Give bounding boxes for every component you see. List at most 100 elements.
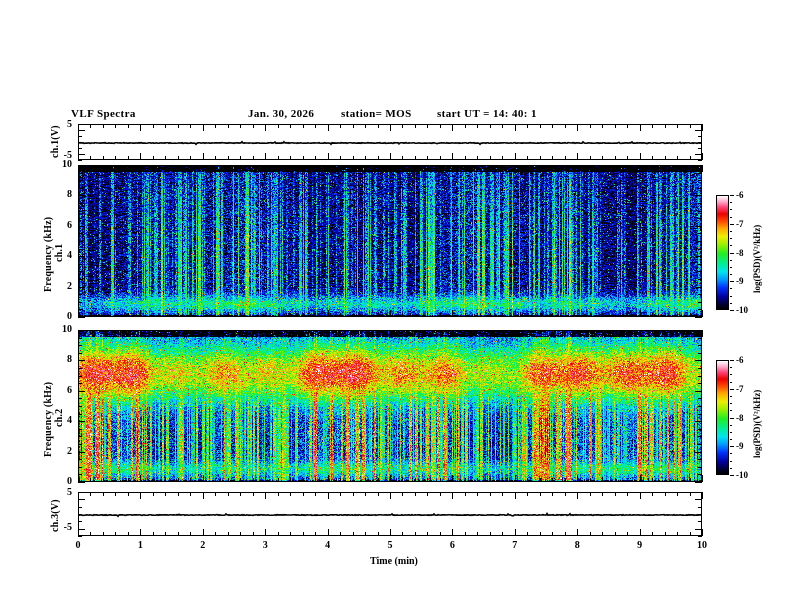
xtick-mark: [502, 492, 503, 496]
xtick-mark: [515, 153, 516, 160]
ytick-mark: [78, 130, 85, 131]
xtick-mark: [527, 165, 528, 169]
xtick-mark: [652, 330, 653, 334]
xtick-mark: [340, 124, 341, 128]
xtick-mark: [303, 156, 304, 160]
xtick-mark: [565, 124, 566, 128]
xtick-mark: [153, 165, 154, 169]
xtick-mark: [565, 330, 566, 334]
xtick-mark: [78, 153, 79, 160]
xtick-mark: [340, 532, 341, 536]
xtick-mark: [128, 156, 129, 160]
ytick-mark: [78, 536, 82, 537]
xtick-mark: [602, 124, 603, 128]
colorbar-minor-tick-ch1: [730, 260, 732, 261]
ytick-mark: [78, 467, 82, 468]
xtick-mark: [315, 124, 316, 128]
ylabel-ch1-freq-line1: ch.1: [54, 243, 65, 262]
xtick-mark: [465, 156, 466, 160]
xtick-mark: [290, 492, 291, 496]
xtick-mark: [253, 330, 254, 334]
ytick-mark: [78, 368, 82, 369]
xtick-mark: [240, 330, 241, 334]
xtick-mark: [590, 478, 591, 482]
xtick-mark: [440, 124, 441, 128]
xtick-mark: [240, 156, 241, 160]
xtick-mark: [328, 475, 329, 482]
colorbar-ch2-label: log(PSD)(V²/kHz): [752, 389, 762, 458]
xtick-mark: [265, 492, 266, 499]
xtick-mark: [290, 478, 291, 482]
xtick-mark: [190, 124, 191, 128]
ytick-label-ch1-spectrogram-4: 4: [67, 250, 72, 262]
xtick-mark: [577, 165, 578, 172]
ytick-mark: [78, 459, 82, 460]
ytick-ch3-wave-m5: -5: [63, 522, 72, 533]
ytick-label-ch2-spectrogram-6: 6: [67, 384, 72, 396]
xtick-mark: [502, 124, 503, 128]
xtick-mark: [378, 478, 379, 482]
xtick-mark: [477, 165, 478, 169]
ytick-label-ch2-spectrogram-10: 10: [62, 324, 72, 335]
ytick-mark: [698, 233, 702, 234]
xtick-mark: [203, 475, 204, 482]
xtick-mark: [115, 124, 116, 128]
xtick-mark: [215, 330, 216, 334]
ytick-mark: [695, 482, 702, 483]
ytick-mark: [698, 338, 702, 339]
xtick-mark: [190, 330, 191, 334]
xtick-mark: [278, 330, 279, 334]
xtick-mark: [390, 124, 391, 131]
xtick-mark: [652, 313, 653, 317]
xtick-mark: [303, 124, 304, 128]
xtick-mark: [178, 156, 179, 160]
ytick-mark: [78, 444, 82, 445]
colorbar-ticklabel-ch2--7: -7: [736, 383, 744, 394]
ytick-mark: [695, 287, 702, 288]
ytick-mark: [78, 507, 82, 508]
xtick-mark: [502, 330, 503, 334]
xtick-mark: [502, 165, 503, 169]
xtick-mark: [527, 330, 528, 334]
ytick-mark: [78, 241, 82, 242]
xtick-mark: [315, 532, 316, 536]
xtick-mark: [378, 313, 379, 317]
ytick-mark: [78, 317, 85, 318]
xtick-mark: [677, 492, 678, 496]
xtick-mark: [590, 124, 591, 128]
xtick-mark: [565, 478, 566, 482]
xtick-mark: [365, 330, 366, 334]
colorbar-minor-tick-ch1: [730, 217, 732, 218]
xtick-mark: [353, 165, 354, 169]
xtick-mark: [178, 330, 179, 334]
ytick-mark: [78, 142, 82, 143]
xtick-mark: [652, 165, 653, 169]
xtick-mark: [690, 492, 691, 496]
colorbar-minor-tick-ch2: [730, 432, 732, 433]
xtick-mark: [602, 156, 603, 160]
xtick-mark: [465, 165, 466, 169]
ytick-mark: [698, 241, 702, 242]
xtick-mark: [178, 165, 179, 169]
figure-title: VLF Spectra: [71, 108, 136, 120]
xtick-mark: [552, 532, 553, 536]
xtick-mark: [402, 156, 403, 160]
ytick-mark: [78, 294, 82, 295]
xtick-mark: [590, 492, 591, 496]
ytick-mark: [78, 383, 82, 384]
xtick-mark: [378, 330, 379, 334]
xtick-mark: [103, 124, 104, 128]
xtick-mark: [452, 475, 453, 482]
xtick-mark: [702, 330, 703, 337]
xtick-mark: [153, 478, 154, 482]
xtick-mark: [640, 529, 641, 536]
ytick-mark: [698, 294, 702, 295]
xtick-mark: [527, 478, 528, 482]
xtick-mark: [328, 124, 329, 131]
xtick-mark: [577, 492, 578, 499]
ytick-label-ch1-spectrogram-0: 0: [67, 311, 72, 322]
xtick-mark: [402, 330, 403, 334]
ytick-mark: [78, 233, 82, 234]
xtick-mark: [115, 313, 116, 317]
xtick-mark: [278, 165, 279, 169]
